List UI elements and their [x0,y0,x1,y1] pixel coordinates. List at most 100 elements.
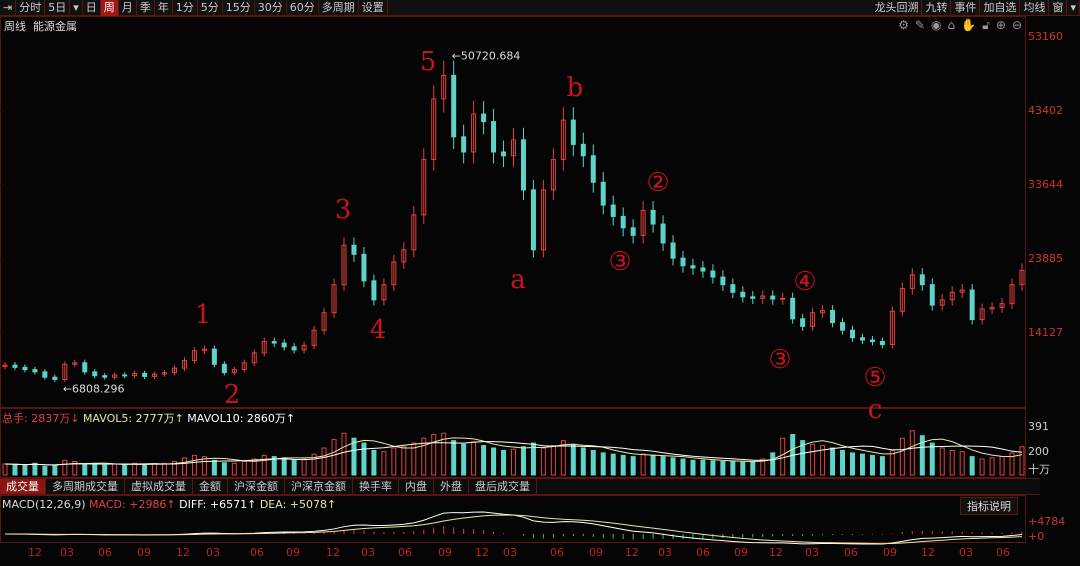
candle [820,309,826,314]
volume-bar [301,458,307,476]
time-tick: 09 [286,546,300,559]
period-tab[interactable]: 多周期 [319,0,359,16]
candle [830,309,836,324]
toolbar-right: 龙头回溯 九转 事件 加自选 均线窗 ▾ [871,0,1080,16]
price-tick: 14127 [1028,326,1063,339]
time-tick: 03 [658,546,672,559]
period-tab[interactable]: 日 [83,0,101,16]
time-tick: 09 [883,546,897,559]
candle [650,209,656,225]
volume-bar [640,453,646,476]
volume-bar [341,432,347,476]
indicator-tab[interactable]: 沪深金额 [228,479,285,494]
period-tab[interactable]: 1分 [173,0,198,16]
time-tick: 09 [734,546,748,559]
toolbar-button[interactable]: 均线 [1020,0,1050,16]
period-tab[interactable]: 分时 [16,0,46,16]
indicator-tab[interactable]: 内盘 [399,479,434,494]
time-tick: 06 [996,546,1010,559]
toolbar-button[interactable]: 九转 [922,0,952,16]
toolbar-button[interactable]: 事件 [951,0,981,16]
candle [879,341,885,346]
period-tab[interactable]: 年 [155,0,173,16]
zoom-in-icon[interactable]: ⊕ [995,18,1006,32]
basket-icon[interactable]: ⌂ [947,18,956,32]
indicator-help-button[interactable]: 指标说明 [960,497,1018,515]
period-tab[interactable]: 周 [100,0,119,16]
volume-bar [590,449,596,476]
mavol5: MAVOL5: 2777万↑ [82,412,184,425]
period-tab[interactable]: 季 [137,0,155,16]
sector-name: 能源金属 [33,20,77,33]
indicator-tabs: 成交量 多周期成交量 虚拟成交量 金额 沪深金额 沪深京金额 换手率 内盘 外盘 盘后成交量 [0,478,1040,495]
zoom-out-icon[interactable]: ⊖ [1011,18,1022,32]
volume-bar [550,445,556,476]
indicator-tab[interactable]: 盘后成交量 [469,479,537,494]
toolbar-button[interactable]: 加自选 [980,0,1021,16]
lock-icon[interactable]: 🔓︎ [982,18,990,32]
candle [132,372,138,377]
indicator-tab[interactable]: 沪深京金额 [285,479,353,494]
volume-bar [620,454,626,476]
gear-icon[interactable]: ⚙ [898,18,909,32]
volume-bar [690,459,696,476]
volume-bar [201,456,207,476]
candle [680,257,686,267]
candle [630,227,636,236]
macd-header: MACD(12,26,9) MACD: +2986↑ DIFF: +6571↑ … [2,498,336,511]
candle [570,119,576,145]
period-tab[interactable]: 30分 [255,0,287,16]
candle [491,121,497,153]
period-tab[interactable]: 60分 [287,0,319,16]
indicator-tab[interactable]: 外盘 [434,479,469,494]
price-tick: 33644 [1028,178,1063,191]
period-tab[interactable]: 5日 [45,0,71,16]
period-tab[interactable]: 设置 [359,0,388,16]
period-tab[interactable]: 5分 [198,0,223,16]
indicator-tab[interactable]: 换手率 [353,479,399,494]
candle [32,369,38,373]
candle [381,284,387,301]
time-tick: 06 [550,546,564,559]
toolbar-button[interactable]: 窗 [1049,0,1068,16]
candle [351,244,357,255]
period-tab[interactable]: 15分 [223,0,255,16]
candle [321,312,327,331]
indicator-tab[interactable]: 多周期成交量 [46,479,125,494]
macd-panel [0,495,1026,543]
candle [52,376,58,380]
candle [511,139,516,157]
indicator-tab[interactable]: 金额 [193,479,228,494]
period-tab[interactable]: ▾ [70,0,83,16]
pen-icon[interactable]: ✎ [914,18,926,32]
candle [989,306,995,310]
candle [949,291,955,301]
toolbar-button[interactable]: 龙头回溯 [871,0,923,16]
candle [790,297,796,320]
period-tab[interactable]: 月 [119,0,137,16]
volume-bar [840,449,846,476]
handwritten-annotation: ⑤ [863,363,887,393]
candle [102,375,108,378]
volume-bar [421,437,427,476]
indicator-tab[interactable]: 虚拟成交量 [125,479,193,494]
volume-bar [42,465,48,476]
time-tick: 03 [503,546,517,559]
time-tick: 03 [60,546,74,559]
volume-bar [331,438,337,476]
candle [291,346,297,351]
volume-bar [949,449,955,476]
collapse-icon[interactable]: ⇥ [0,0,17,16]
time-tick: 03 [361,546,375,559]
handwritten-annotation: 2 [223,380,241,410]
candle [670,242,676,259]
candle [939,299,945,306]
candle [331,284,337,314]
indicator-tab[interactable]: 成交量 [0,479,46,494]
hand-icon[interactable]: ✋ [961,18,977,32]
volume-bar [730,460,736,476]
candle [152,373,158,377]
eye-icon[interactable]: ◉ [931,18,942,32]
volume-bar [899,437,905,476]
